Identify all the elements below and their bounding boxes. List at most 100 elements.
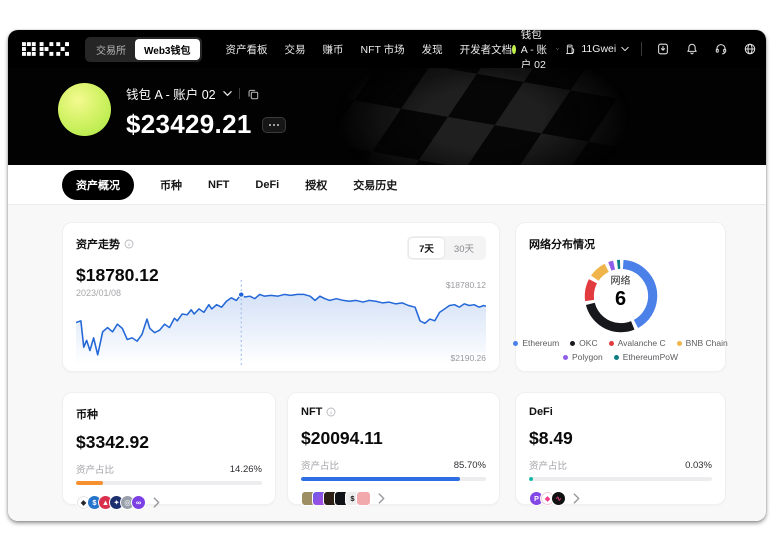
network-title: 网络分布情况 [529,239,595,251]
gas-pump-icon [566,44,575,54]
range-button-2[interactable]: 30天 [444,238,484,258]
trend-date: 2023/01/08 [76,288,122,298]
network-legend: Ethereum OKC Avalanche C BNB Chain Polygon Et… [513,338,728,362]
chevron-down-icon [621,46,629,52]
tab-6[interactable]: 交易历史 [353,179,398,192]
nav-link-6[interactable]: 开发者文档 [459,43,513,56]
tab-2[interactable]: 币种 [160,179,182,192]
okx-logo [22,42,69,56]
hero-divider [238,88,240,99]
support-headset-icon [715,44,726,55]
ratio-label: 资产占比 [301,461,340,472]
info-icon[interactable] [124,239,134,249]
legend-dot [608,340,614,346]
ratio-progressbar [301,477,486,481]
chevron-down-icon [555,48,559,50]
polygon-token-icon: ∞ [131,495,146,510]
nav-link-2[interactable]: 交易 [284,43,306,56]
gas-price-label: 11Gwei [581,43,617,55]
coins-summary-card: 币种 $3342.92 资产占比 14.26% ◆ $ ▲ ✦ ◎ ∞ [62,392,276,510]
chart-min-label: $2190.26 [450,353,486,363]
toggle-web3-wallet[interactable]: Web3钱包 [135,38,200,60]
top-navbar: 交易所 Web3钱包 资产看板 交易 赚币 NFT 市场 发现 开发者文档 钱包 A - … [8,30,766,71]
defi-card-value: $8.49 [529,428,573,448]
primary-nav: 资产看板 交易 赚币 NFT 市场 发现 开发者文档 [226,42,513,57]
legend-item-ethereum: Ethereum [513,338,559,348]
nav-link-5[interactable]: 发现 [421,43,443,56]
wallet-hero: 钱包 A - 账户 02 $23429.21 [8,68,766,165]
legend-item-bnb-chain: BNB Chain [676,338,728,348]
ratio-percent: 14.26% [229,463,262,475]
nft-card-title: NFT [301,406,323,418]
donut-segment-okc [584,259,657,333]
tab-3[interactable]: NFT [208,178,230,191]
ratio-percent: 0.03% [685,459,712,471]
tab-4[interactable]: DeFi [255,178,280,191]
coins-card-title: 币种 [76,409,98,421]
ratio-label: 资产占比 [76,465,115,476]
download-app-button[interactable] [656,42,670,56]
wallet-account-selector[interactable]: 钱包 A - 账户 02 [512,30,559,72]
ratio-percent: 85.70% [453,459,486,471]
nft-summary-card: NFT $20094.11 资产占比 85.70% $ [287,392,500,506]
language-button[interactable] [743,42,757,56]
ratio-label: 资产占比 [529,461,568,472]
legend-item-polygon: Polygon [563,352,603,362]
info-icon[interactable] [326,407,336,417]
donut-center-label: 网络 [610,276,631,287]
network-donut-chart: 网络 6 [516,248,725,344]
nav-right-group: 钱包 A - 账户 02 11Gwei [512,30,757,72]
legend-dot [613,354,619,360]
defi-card-title: DeFi [529,406,553,418]
wallet-avatar [58,83,111,136]
expand-assets-chevron-right-icon[interactable] [377,493,386,504]
support-button[interactable] [714,42,728,56]
range-switch: 7天 30天 [407,236,486,260]
asset-trend-card: 资产走势 7天 30天 $18780.12 2023/01/08 $18780.1… [62,222,500,372]
ratio-progressbar [76,481,262,485]
range-button-1[interactable]: 7天 [409,238,444,258]
notifications-button[interactable] [685,42,699,56]
defi-summary-card: DeFi $8.49 资产占比 0.03% P ◆ ∿ [515,392,726,506]
wallet-avatar-dot [512,44,516,54]
donut-segment-ethereum [584,259,657,333]
nft-thumb-pink [356,491,371,506]
legend-item-ethereumpow: EthereumPoW [613,352,678,362]
checker-background [255,68,711,165]
legend-item-avalanche-c: Avalanche C [608,338,666,348]
copy-address-icon[interactable] [247,88,259,100]
trend-line-chart[interactable]: $18780.12 $2190.26 [76,280,486,365]
legend-item-okc: OKC [570,338,598,348]
expand-assets-chevron-right-icon[interactable] [572,493,581,504]
chart-max-label: $18780.12 [445,280,486,290]
nav-link-1[interactable]: 资产看板 [225,43,268,56]
chevron-down-icon[interactable] [222,90,232,97]
total-balance: $23429.21 [126,109,252,139]
nft-card-value: $20094.11 [301,428,383,448]
expand-assets-chevron-right-icon[interactable] [152,497,161,508]
network-distribution-card: 网络分布情况 网络 6 Ethereum OKC Avalanche C BNB Ch… [513,222,728,372]
toggle-exchange[interactable]: 交易所 [87,39,135,60]
legend-dot [570,340,576,346]
nav-link-4[interactable]: NFT 市场 [360,43,405,56]
app-window: 交易所 Web3钱包 资产看板 交易 赚币 NFT 市场 发现 开发者文档 钱包 A - … [8,30,766,521]
language-globe-icon [744,43,755,55]
overview-content: 资产走势 7天 30天 $18780.12 2023/01/08 $18780.1… [8,205,766,521]
defi-protocol-icons-row: P ◆ ∿ [529,491,712,506]
tab-5[interactable]: 授权 [305,179,328,192]
more-actions-button[interactable] [261,116,286,133]
download-app-icon [657,43,668,55]
legend-dot [563,354,568,360]
notifications-bell-icon [686,43,697,55]
gas-price-selector[interactable]: 11Gwei [565,43,629,55]
wallet-account-label: 钱包 A - 账户 02 [520,30,547,71]
more-icon [268,123,271,126]
nav-link-3[interactable]: 赚币 [322,43,344,56]
trend-value: $18780.12 [76,265,159,285]
trend-title: 资产走势 [76,239,120,251]
coins-card-value: $3342.92 [76,432,149,452]
tab-1[interactable]: 资产概况 [62,169,134,200]
donut-segment-avalanche-c [584,259,657,333]
token-icons-row: ◆ $ ▲ ✦ ◎ ∞ [76,495,262,510]
asset-tabbar: 资产概况 币种 NFT DeFi 授权 交易历史 [8,165,766,205]
